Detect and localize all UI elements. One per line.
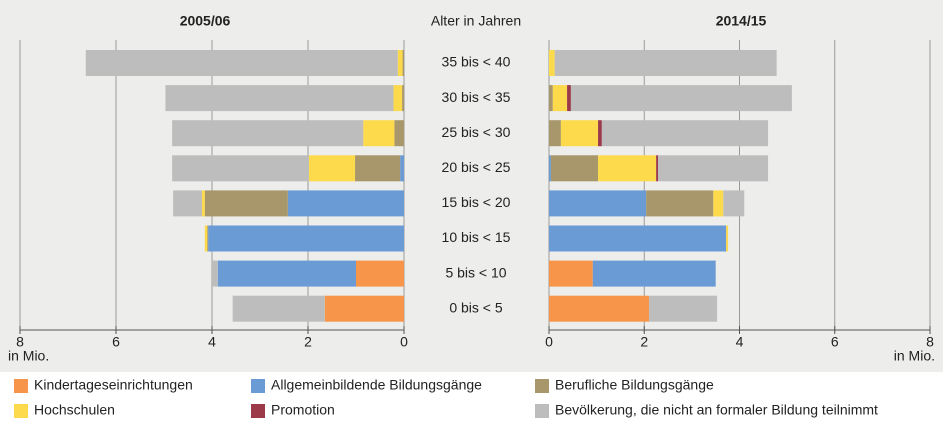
legend-label: Bevölkerung, die nicht an formaler Bildu… <box>555 402 878 418</box>
legend-swatch <box>14 379 28 393</box>
bar-segment <box>287 190 404 217</box>
bar-segment <box>598 120 602 147</box>
category-label: 25 bis < 30 <box>442 124 511 140</box>
bar-segment <box>355 155 401 182</box>
x-axis-label: in Mio. <box>8 348 49 364</box>
bar-segment <box>549 120 561 147</box>
bar-segment <box>592 260 716 287</box>
x-tick-label: 6 <box>831 334 839 350</box>
bar-segment <box>232 295 325 322</box>
bar-segment <box>549 50 555 76</box>
bar-segment <box>567 85 571 112</box>
x-tick-label: 0 <box>545 334 553 350</box>
legend-label: Hochschulen <box>34 402 115 418</box>
bar-segment <box>649 295 718 322</box>
legend-swatch <box>251 404 265 418</box>
bar-segment <box>172 155 309 182</box>
bar-segment <box>402 50 404 76</box>
legend-swatch <box>535 379 549 393</box>
bar-segment <box>601 120 769 147</box>
legend-swatch <box>251 379 265 393</box>
bar-segment <box>394 120 404 147</box>
bar-segment <box>201 190 205 217</box>
bar-segment <box>550 155 599 182</box>
bar-segment <box>207 225 209 252</box>
bar-segment <box>397 50 403 76</box>
x-tick-label: 8 <box>926 334 934 350</box>
bar-segment <box>549 260 593 287</box>
category-label: 10 bis < 15 <box>442 229 511 245</box>
panel-title: 2014/15 <box>716 13 767 29</box>
x-tick-label: 0 <box>400 334 408 350</box>
bar-segment <box>598 155 657 182</box>
bar-segment <box>549 85 553 112</box>
x-tick-label: 2 <box>304 334 312 350</box>
bar-segment <box>85 50 398 76</box>
legend-label: Allgemeinbildende Bildungsgänge <box>271 377 482 393</box>
bar-segment <box>165 85 394 112</box>
bar-segment <box>723 190 745 217</box>
bar-segment <box>549 190 647 217</box>
bar-segment <box>204 225 208 252</box>
bar-segment <box>713 190 724 217</box>
category-label: 20 bis < 25 <box>442 159 511 175</box>
bar-segment <box>208 225 404 252</box>
bar-segment <box>552 85 568 112</box>
bar-segment <box>554 50 777 76</box>
bar-segment <box>308 155 356 182</box>
x-tick-label: 8 <box>16 334 24 350</box>
legend-swatch <box>535 404 549 418</box>
bar-segment <box>549 155 551 182</box>
bar-segment <box>363 120 395 147</box>
bar-segment <box>726 225 729 252</box>
bar-segment <box>204 190 288 217</box>
bar-segment <box>356 260 404 287</box>
bar-segment <box>172 120 364 147</box>
bar-segment <box>402 85 404 112</box>
x-tick-label: 2 <box>640 334 648 350</box>
bar-segment <box>549 295 650 322</box>
x-tick-label: 6 <box>112 334 120 350</box>
legend-label: Promotion <box>271 402 335 418</box>
x-axis-label: in Mio. <box>894 348 935 364</box>
bar-segment <box>646 190 714 217</box>
bar-segment <box>324 295 404 322</box>
bar-segment <box>656 155 659 182</box>
bar-segment <box>560 120 599 147</box>
legend-label: Kindertageseinrichtungen <box>34 377 193 393</box>
panel-title: 2005/06 <box>180 13 231 29</box>
legend-swatch <box>14 404 28 418</box>
bar-segment <box>217 260 356 287</box>
category-label: 5 bis < 10 <box>445 264 506 280</box>
category-label: 15 bis < 20 <box>442 194 511 210</box>
bar-segment <box>212 260 218 287</box>
bar-segment <box>658 155 769 182</box>
bar-segment <box>570 85 792 112</box>
category-label: 30 bis < 35 <box>442 89 511 105</box>
bar-segment <box>549 225 727 252</box>
bar-segment <box>393 85 403 112</box>
x-tick-label: 4 <box>208 334 216 350</box>
bar-segment <box>173 190 202 217</box>
bar-segment <box>400 155 404 182</box>
legend-label: Berufliche Bildungsgänge <box>555 377 714 393</box>
category-title: Alter in Jahren <box>431 13 521 29</box>
category-label: 35 bis < 40 <box>442 54 511 70</box>
category-label: 0 bis < 5 <box>449 299 503 315</box>
x-tick-label: 4 <box>736 334 744 350</box>
